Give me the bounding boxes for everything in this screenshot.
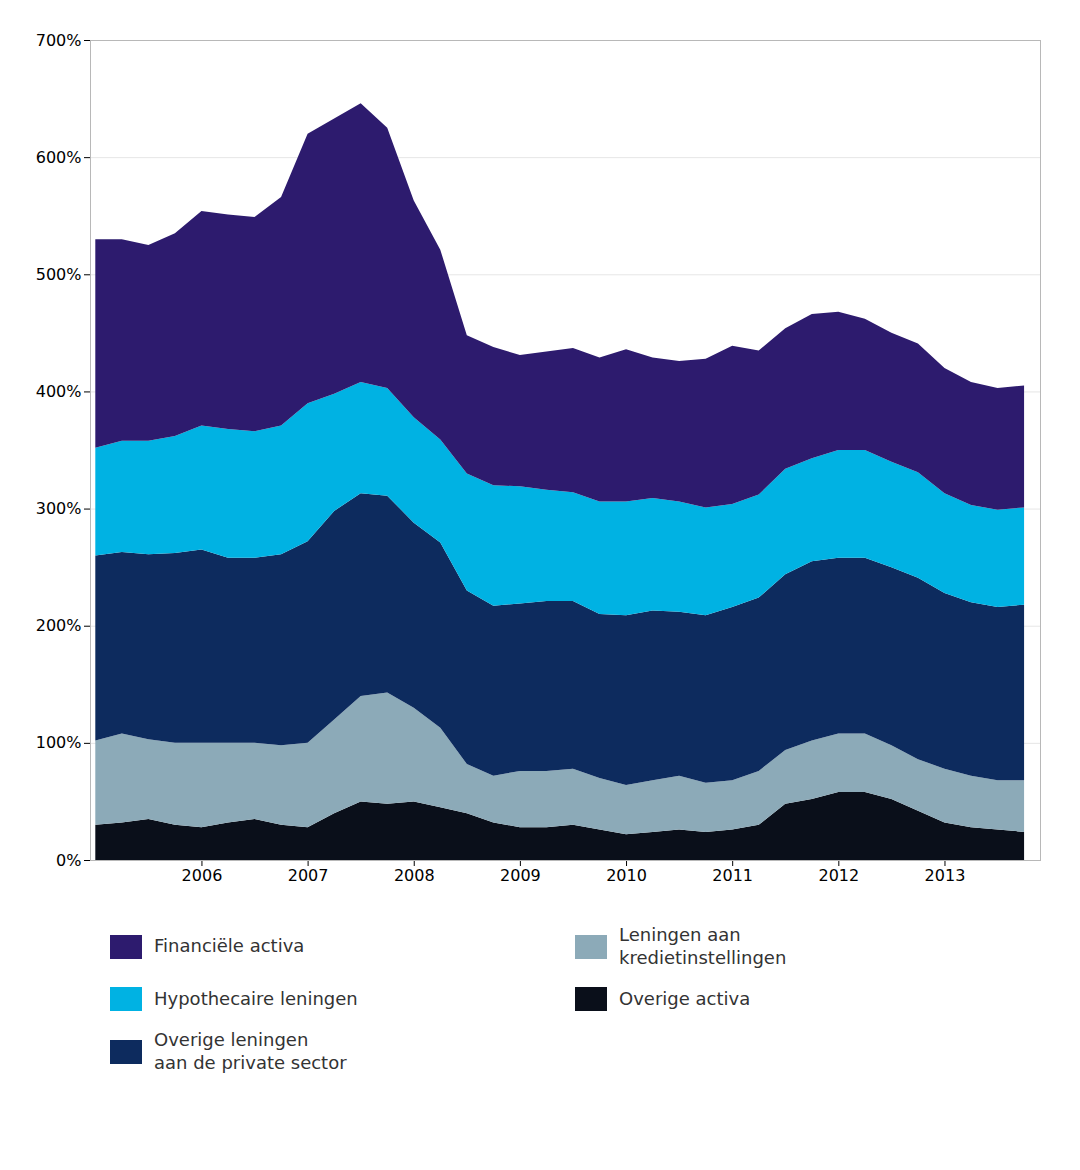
svg-text:2006: 2006	[182, 866, 223, 885]
html-text:Overige leningen aan de privat: Overige leningen aan de private sector	[154, 1029, 347, 1073]
svg-text:600%: 600%	[36, 148, 82, 167]
html-text:Overige activa: Overige activa	[619, 987, 751, 1009]
svg-text:500%: 500%	[36, 265, 82, 284]
svg-text:2011: 2011	[712, 866, 753, 885]
svg-text:300%: 300%	[36, 499, 82, 518]
html-text:Financiële activa: Financiële activa	[154, 935, 305, 957]
svg-text:0%: 0%	[56, 851, 81, 870]
svg-text:2007: 2007	[288, 866, 329, 885]
svg-text:200%: 200%	[36, 616, 82, 635]
html-text:Hypothecaire leningen: Hypothecaire leningen	[154, 987, 358, 1009]
svg-text:100%: 100%	[36, 733, 82, 752]
svg-text:2012: 2012	[818, 866, 859, 885]
svg-text:2009: 2009	[500, 866, 541, 885]
svg-text:400%: 400%	[36, 382, 82, 401]
svg-text:2008: 2008	[394, 866, 435, 885]
svg-text:2010: 2010	[606, 866, 647, 885]
svg-text:2013: 2013	[925, 866, 966, 885]
html-text:Leningen aan kredietinstelling: Leningen aan kredietinstellingen	[619, 924, 787, 968]
svg-text:700%: 700%	[36, 31, 82, 50]
